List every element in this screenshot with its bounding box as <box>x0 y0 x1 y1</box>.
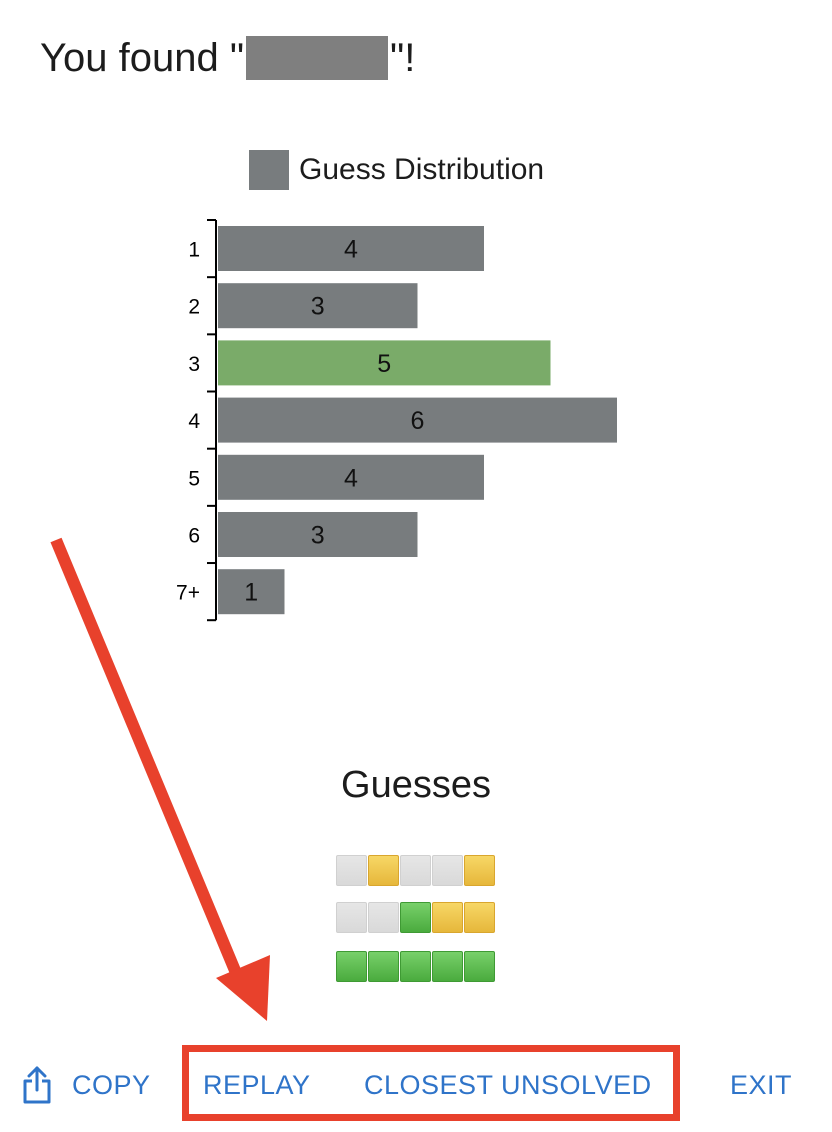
data-label-5: 4 <box>344 464 358 492</box>
closest-unsolved-label: CLOSEST UNSOLVED <box>364 1069 652 1100</box>
legend-label: Guess Distribution <box>299 153 545 186</box>
bar-6 <box>218 512 418 557</box>
bar-3 <box>218 340 551 386</box>
replay-label: REPLAY <box>203 1069 311 1100</box>
guess-cell-correct <box>336 951 367 982</box>
guess-cell-correct <box>432 951 463 982</box>
data-label-3: 5 <box>377 350 391 378</box>
guess-cell-absent <box>368 902 399 933</box>
redacted-word <box>246 36 389 80</box>
tick-label-2: 2 <box>188 296 200 319</box>
chart-legend: Guess Distribution <box>249 150 544 190</box>
guess-cell-present <box>464 902 495 933</box>
exit-button[interactable]: EXIT <box>730 1060 792 1110</box>
tick-label-6: 6 <box>188 525 200 548</box>
tick-label-4: 4 <box>188 410 200 433</box>
guesses-title: Guesses <box>341 764 491 806</box>
bar-4 <box>218 397 617 443</box>
result-suffix: "! <box>390 36 416 80</box>
guess-cell-correct <box>400 902 431 933</box>
data-label-2: 3 <box>311 293 325 321</box>
bar-5 <box>218 454 484 500</box>
guess-cell-present <box>464 855 495 886</box>
data-label-7+: 1 <box>244 579 258 607</box>
guess-cell-present <box>368 855 399 886</box>
action-bar: COPY REPLAY CLOSEST UNSOLVED EXIT <box>0 1060 832 1110</box>
result-headline: You found " "! <box>40 30 415 86</box>
tick-label-7+: 7+ <box>176 582 200 605</box>
guess-cell-absent <box>336 902 367 933</box>
tick-label-5: 5 <box>188 467 200 490</box>
copy-button[interactable]: COPY <box>22 1060 151 1110</box>
guess-cell-absent <box>336 855 367 886</box>
replay-button[interactable]: REPLAY <box>203 1060 311 1110</box>
guess-cell-correct <box>400 951 431 982</box>
guess-cell-absent <box>400 855 431 886</box>
data-label-4: 6 <box>411 407 425 435</box>
tick-label-3: 3 <box>188 353 200 376</box>
guess-distribution-chart: 1 4 2 3 3 5 4 6 5 4 6 3 7+ 1 <box>176 219 617 622</box>
share-icon <box>23 1066 51 1104</box>
guess-row <box>336 951 495 982</box>
closest-unsolved-button[interactable]: CLOSEST UNSOLVED <box>364 1060 652 1110</box>
guess-cell-correct <box>464 951 495 982</box>
guess-cell-absent <box>432 855 463 886</box>
legend-swatch <box>249 150 289 190</box>
guess-row <box>336 855 495 886</box>
bar-1 <box>218 226 484 271</box>
data-label-1: 4 <box>344 236 358 264</box>
guess-cell-present <box>432 902 463 933</box>
copy-label: COPY <box>72 1069 151 1100</box>
guess-cell-correct <box>368 951 399 982</box>
result-prefix: You found " <box>40 36 245 80</box>
guess-row <box>336 902 495 933</box>
bar-2 <box>218 283 418 329</box>
tick-label-1: 1 <box>188 239 200 262</box>
exit-label: EXIT <box>730 1069 793 1100</box>
data-label-6: 3 <box>311 522 325 550</box>
annotation-arrow-head <box>216 955 270 1021</box>
